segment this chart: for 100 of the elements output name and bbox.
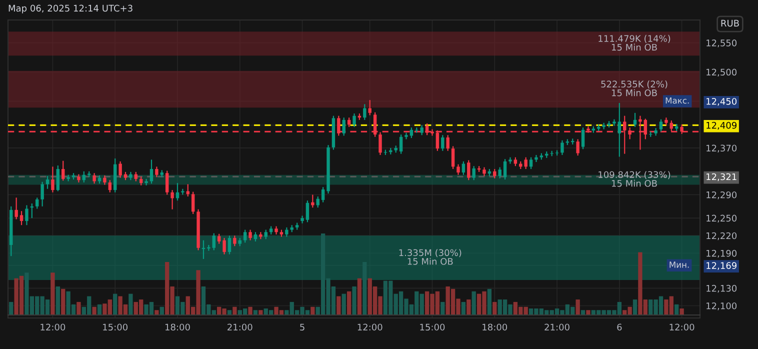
candlestick xyxy=(40,181,44,207)
x-tick-label: 6 xyxy=(617,324,622,331)
candlestick xyxy=(92,172,96,184)
candlestick xyxy=(493,168,496,179)
x-tick-label: 21:00 xyxy=(228,324,252,331)
candlestick xyxy=(618,102,622,158)
candlestick xyxy=(191,191,195,215)
candlestick xyxy=(144,178,148,186)
y-tick-label: 12,250 xyxy=(706,214,737,223)
candlestick xyxy=(212,232,216,251)
candlestick xyxy=(25,204,28,226)
candlestick xyxy=(186,184,190,198)
x-tick-label: 5 xyxy=(300,324,304,331)
candlestick xyxy=(498,166,502,179)
bar xyxy=(680,308,684,315)
x-tick-label: 12:00 xyxy=(40,324,66,331)
candlestick xyxy=(233,235,236,247)
candlestick xyxy=(342,117,346,136)
bar xyxy=(362,262,367,315)
bar xyxy=(487,288,492,315)
y-tick-label: 12,100 xyxy=(706,302,737,310)
y-tick-label: 12,190 xyxy=(706,250,737,258)
bar xyxy=(632,300,638,315)
band-label: 111.479K (14%) 15 Min OB xyxy=(598,34,670,51)
candlestick xyxy=(150,159,154,184)
bar xyxy=(258,310,263,315)
candlestick xyxy=(51,166,54,193)
candlestick xyxy=(155,166,158,178)
y-tick-label: 12,500 xyxy=(706,68,737,76)
candlestick xyxy=(451,146,455,170)
y-tick-label: 12,450 xyxy=(706,98,737,106)
annotation: Макс. xyxy=(666,97,689,104)
candlestick xyxy=(222,237,226,255)
candlestick xyxy=(363,104,366,120)
candlestick xyxy=(62,160,65,182)
text: RUB xyxy=(721,20,739,27)
candlestick xyxy=(36,197,39,210)
bar xyxy=(342,294,346,315)
x-tick-label: 15:00 xyxy=(420,324,445,331)
candlestick xyxy=(306,200,310,223)
candlestick xyxy=(441,134,444,152)
y-tick-label: 12,169 xyxy=(706,262,737,270)
candlestick xyxy=(462,160,466,176)
candlestick xyxy=(399,134,403,154)
candlestick xyxy=(612,118,616,126)
candlestick xyxy=(368,99,372,116)
candlestick xyxy=(503,158,507,180)
bar xyxy=(61,288,66,315)
bar xyxy=(92,306,96,315)
bar xyxy=(97,304,102,315)
y-tick-label: 12,370 xyxy=(706,144,737,152)
y-tick-label: 12,550 xyxy=(706,40,737,48)
x-tick-label: 18:00 xyxy=(482,324,508,331)
candlestick xyxy=(248,229,252,241)
bar xyxy=(336,296,341,315)
chart-title: Мар 06, 2025 12:14 UTC+3 xyxy=(8,4,132,14)
band-label: 109.842K (33%) 15 Min OB xyxy=(598,171,670,187)
candlestick xyxy=(311,194,314,208)
candlestick xyxy=(217,233,221,244)
bar xyxy=(346,291,352,315)
candlestick xyxy=(560,140,564,156)
x-tick-label: 21:00 xyxy=(544,324,570,331)
candlestick xyxy=(134,171,138,182)
x-tick-label: 12:00 xyxy=(358,324,382,331)
bar xyxy=(461,302,466,315)
candlestick xyxy=(352,112,356,128)
candlestick xyxy=(633,112,637,128)
bar xyxy=(76,302,81,315)
bar xyxy=(248,306,252,315)
candlestick xyxy=(467,160,470,181)
candlestick xyxy=(321,186,325,203)
y-tick-label: 12,130 xyxy=(706,284,737,293)
bar xyxy=(472,291,476,315)
candlestick xyxy=(20,210,24,226)
bar xyxy=(586,310,590,315)
candlestick xyxy=(446,134,450,152)
candlestick xyxy=(534,154,538,163)
candlestick xyxy=(576,138,580,156)
band-label: 522.535K (2%) 15 Min OB xyxy=(601,80,668,96)
bar xyxy=(466,300,471,315)
annotation: Мин. xyxy=(670,262,689,268)
y-tick-label: 12,321 xyxy=(706,173,736,182)
candlestick xyxy=(56,164,60,192)
candlestick xyxy=(264,229,268,240)
y-tick-label: 12,220 xyxy=(706,232,737,240)
bar xyxy=(357,278,362,315)
candlestick xyxy=(659,118,663,132)
bar xyxy=(440,302,445,315)
x-tick-label: 15:00 xyxy=(103,324,128,331)
candlestick xyxy=(46,175,50,190)
bar xyxy=(232,306,237,315)
candlestick xyxy=(228,235,232,255)
candlestick xyxy=(254,232,258,242)
bar xyxy=(113,294,118,315)
bar xyxy=(9,302,14,315)
candlestick xyxy=(524,156,528,170)
candlestick xyxy=(581,126,585,150)
bar xyxy=(154,310,159,315)
candlestick xyxy=(243,229,247,244)
candlestick xyxy=(529,156,533,170)
